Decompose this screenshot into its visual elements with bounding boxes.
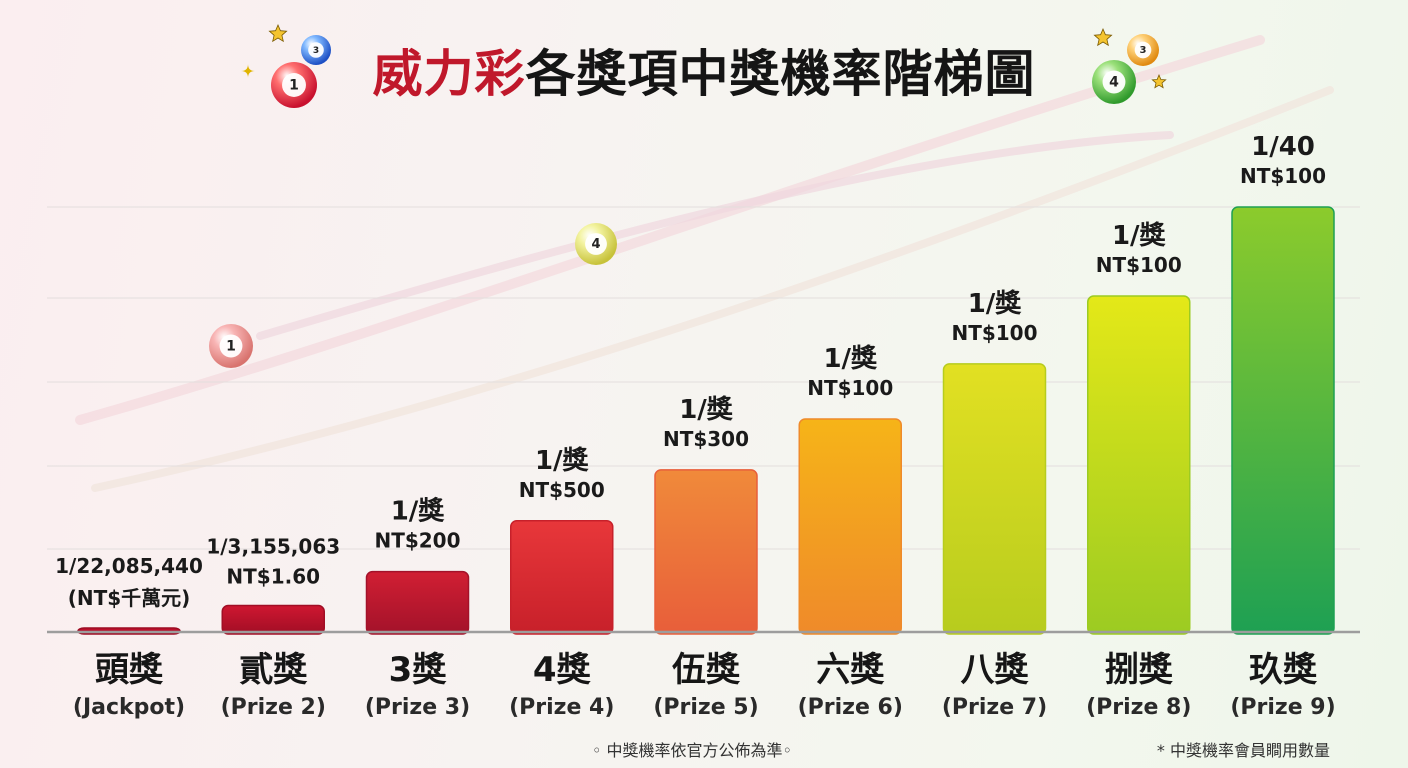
lottery-ball-number: 3	[1140, 45, 1147, 56]
prize-label: NT$100	[951, 321, 1037, 345]
lottery-ball-face	[308, 42, 324, 58]
prize-label: (NT$千萬元)	[68, 586, 191, 610]
footnote-right: * 中獎機率會員瞷用數量	[1156, 741, 1330, 760]
star-icon	[1093, 27, 1113, 47]
lottery-ball-number: 1	[226, 338, 236, 354]
category-label: 3獎	[389, 650, 448, 690]
lottery-ball-face	[1102, 70, 1126, 94]
bar	[942, 363, 1047, 635]
category-label: 頭獎	[95, 650, 164, 690]
category-label: 貳獎	[239, 650, 308, 690]
swoosh	[256, 131, 1174, 340]
odds-label: 1/3,155,063	[206, 535, 340, 559]
prize-label: NT$100	[1096, 253, 1182, 277]
category-label: 捌獎	[1105, 650, 1174, 690]
bar	[365, 570, 470, 635]
bar	[1087, 295, 1191, 635]
prize-label: NT$100	[807, 376, 893, 400]
lottery-ball-number: 4	[591, 237, 600, 252]
category-label: 六獎	[816, 650, 885, 690]
odds-label: 1/獎	[1112, 221, 1167, 251]
lottery-ball-face	[1134, 41, 1152, 59]
prize-label: NT$500	[519, 478, 605, 502]
category-sublabel: (Prize 8)	[1086, 695, 1191, 720]
title-accent: 威力彩	[372, 45, 526, 103]
title-rest: 各獎項中獎機率階梯圖	[525, 45, 1036, 103]
bar	[510, 520, 614, 635]
prize-label: NT$1.60	[226, 565, 320, 589]
bar	[1231, 206, 1335, 635]
category-sublabel: (Prize 6)	[798, 695, 903, 720]
category-sublabel: (Prize 5)	[653, 695, 758, 720]
footnote-left: ◦ 中獎機率依官方公佈為準◦	[592, 741, 792, 760]
star-icon	[268, 23, 288, 43]
category-sublabel: (Prize 2)	[221, 695, 326, 720]
bar	[221, 604, 325, 635]
category-sublabel: (Prize 7)	[942, 695, 1047, 720]
odds-label: 1/獎	[391, 497, 446, 527]
swoosh	[91, 86, 1334, 492]
category-label: 玖獎	[1249, 650, 1318, 690]
category-label: 伍獎	[672, 650, 741, 690]
category-sublabel: (Prize 3)	[365, 695, 470, 720]
category-sublabel: (Jackpot)	[73, 695, 185, 720]
lottery-ball-face	[282, 73, 306, 97]
lottery-ball-face	[219, 334, 243, 358]
swoosh	[75, 35, 1265, 425]
category-label: 八獎	[961, 650, 1030, 690]
odds-label: 1/獎	[535, 446, 590, 476]
bars	[77, 206, 1335, 635]
sparkle-icon	[241, 64, 255, 78]
odds-label: 1/40	[1251, 132, 1315, 162]
bar	[654, 469, 758, 635]
lottery-ball-number: 4	[1109, 74, 1119, 90]
decor-stars	[241, 23, 1167, 89]
lottery-ball-number: 3	[313, 46, 319, 56]
decor-balls: 1 3 3 4 1 4	[209, 34, 1159, 368]
odds-label: 1/22,085,440	[55, 554, 203, 578]
category-sublabel: (Prize 9)	[1230, 695, 1335, 720]
odds-label: 1/獎	[679, 395, 734, 425]
category-sublabel: (Prize 4)	[509, 695, 614, 720]
prize-label: NT$100	[1240, 164, 1326, 188]
lottery-ball-face	[585, 233, 607, 255]
odds-label: 1/獎	[823, 344, 878, 374]
category-label: 4獎	[533, 650, 592, 690]
lottery-ball-number: 1	[289, 78, 299, 94]
chart-title: 威力彩各獎項中獎機率階梯圖	[0, 34, 1408, 106]
prize-label: NT$300	[663, 427, 749, 451]
star-icon	[1151, 73, 1167, 89]
prize-label: NT$200	[374, 529, 460, 553]
odds-label: 1/獎	[968, 289, 1023, 319]
bar	[798, 418, 902, 635]
